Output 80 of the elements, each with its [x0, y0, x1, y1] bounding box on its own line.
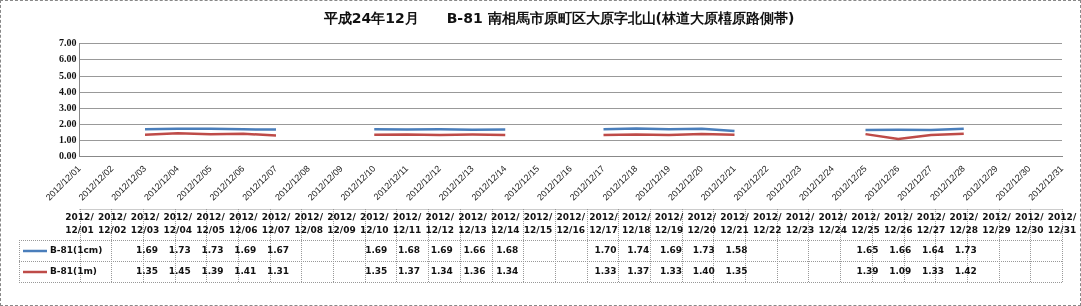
data-label: 1.69 — [659, 245, 683, 256]
data-label: 1.65 — [856, 245, 879, 256]
category-label: 2012/12/23 — [785, 212, 815, 236]
data-label: 1.40 — [692, 266, 715, 277]
category-label: 2012/12/02 — [98, 212, 127, 236]
category-label: 2012/12/26 — [884, 212, 913, 236]
category-label: 2012/12/18 — [622, 212, 651, 236]
data-label: 1.67 — [266, 245, 290, 256]
category-label: 2012/12/04 — [163, 212, 192, 236]
data-label: 1.45 — [168, 266, 191, 277]
data-label: 1.33 — [659, 266, 683, 277]
legend-label: B-81(1cm) — [50, 245, 103, 256]
category-label: 2012/12/17 — [589, 212, 618, 236]
data-label: 1.35 — [365, 266, 388, 277]
data-label: 1.73 — [201, 245, 224, 256]
category-label: 2012/12/16 — [556, 212, 585, 236]
y-tick-label: 2.00 — [59, 117, 77, 129]
category-label: 2012/12/21 — [720, 212, 749, 236]
category-label: 2012/12/28 — [949, 212, 978, 236]
data-label: 1.41 — [234, 266, 257, 277]
data-label: 1.33 — [594, 266, 617, 277]
data-label: 1.09 — [889, 266, 912, 277]
category-label: 2012/12/07 — [261, 212, 291, 236]
category-label: 2012/12/03 — [130, 212, 160, 236]
category-label: 2012/12/24 — [818, 212, 847, 236]
category-label: 2012/12/14 — [491, 212, 520, 236]
y-tick-label: 5.00 — [59, 69, 77, 81]
category-label: 2012/12/30 — [1015, 212, 1044, 236]
category-label: 2012/12/05 — [196, 212, 225, 236]
data-label: 1.35 — [135, 266, 159, 277]
data-label: 1.37 — [627, 266, 650, 277]
y-tick-label: 7.00 — [59, 37, 77, 49]
category-label: 2012/12/09 — [327, 212, 356, 236]
category-label: 2012/12/27 — [916, 212, 946, 236]
y-tick-label: 6.00 — [59, 53, 77, 65]
category-label: 2012/12/13 — [458, 212, 487, 236]
data-label: 1.66 — [889, 245, 912, 256]
data-label: 1.37 — [397, 266, 421, 277]
category-label: 2012/12/08 — [294, 212, 323, 236]
data-label: 1.39 — [201, 266, 224, 277]
data-label: 1.69 — [365, 245, 388, 256]
category-label: 2012/12/12 — [425, 212, 454, 236]
category-label: 2012/12/22 — [753, 212, 782, 236]
category-label: 2012/12/31 — [1047, 212, 1077, 236]
data-label: 1.34 — [496, 266, 519, 277]
category-label: 2012/12/29 — [982, 212, 1011, 236]
data-label: 1.64 — [921, 245, 945, 256]
y-tick-label: 0.00 — [59, 150, 77, 162]
data-label: 1.33 — [921, 266, 945, 277]
y-tick-label: 3.00 — [59, 101, 77, 113]
data-label: 1.42 — [954, 266, 977, 277]
data-label: 1.39 — [856, 266, 879, 277]
data-label: 1.35 — [725, 266, 748, 277]
data-label: 1.73 — [692, 245, 715, 256]
chart-title: 平成24年12月 B-81 南相馬市原町区大原字北山(林道大原橲原路側帯) — [322, 10, 795, 27]
data-label: 1.69 — [234, 245, 257, 256]
category-label: 2012/12/11 — [392, 212, 422, 236]
y-tick-label: 4.00 — [59, 85, 77, 97]
category-label: 2012/12/25 — [851, 212, 880, 236]
data-label: 1.68 — [397, 245, 421, 256]
category-label: 2012/12/01 — [65, 212, 94, 236]
data-label: 1.34 — [430, 266, 453, 277]
data-label: 1.66 — [463, 245, 486, 256]
data-label: 1.58 — [725, 245, 748, 256]
data-label: 1.74 — [627, 245, 650, 256]
data-label: 1.31 — [266, 266, 290, 277]
category-label: 2012/12/20 — [687, 212, 716, 236]
data-label: 1.73 — [954, 245, 977, 256]
category-label: 2012/12/19 — [654, 212, 684, 236]
category-label: 2012/12/15 — [523, 212, 553, 236]
data-label: 1.69 — [135, 245, 159, 256]
data-label: 1.69 — [430, 245, 453, 256]
data-label: 1.70 — [594, 245, 617, 256]
y-tick-label: 1.00 — [59, 133, 77, 145]
category-label: 2012/12/10 — [360, 212, 389, 236]
data-label: 1.68 — [496, 245, 519, 256]
data-label: 1.36 — [463, 266, 486, 277]
category-label: 2012/12/06 — [229, 212, 258, 236]
data-label: 1.73 — [168, 245, 191, 256]
legend-label: B-81(1m) — [50, 266, 97, 277]
